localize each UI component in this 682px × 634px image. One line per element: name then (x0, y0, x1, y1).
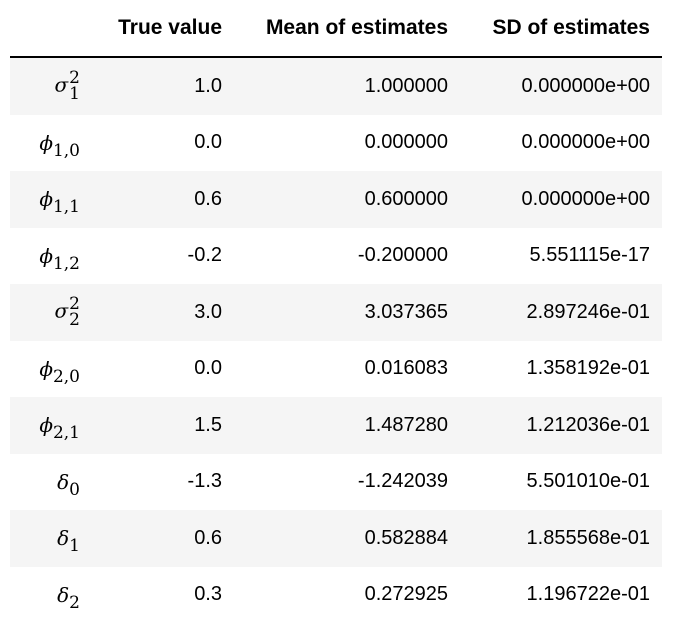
results-table: True value Mean of estimates SD of estim… (10, 0, 662, 623)
cell-mean-of-estimates: 0.016083 (222, 340, 456, 397)
table-body: σ 2 1 1.0 1.000000 0.000000e+00 ϕ1,0 0.0 0.00000… (10, 57, 662, 623)
table-row: δ1 0.6 0.582884 1.855568e-01 (10, 510, 662, 567)
parameter-symbol: δ (57, 582, 70, 607)
parameter-symbol: δ (57, 469, 70, 494)
table-row: ϕ1,0 0.0 0.000000 0.000000e+00 (10, 114, 662, 171)
cell-sd-of-estimates: 5.551115e-17 (456, 227, 662, 284)
parameter-subscript: 2,0 (52, 366, 80, 387)
cell-true-value: 1.0 (82, 57, 222, 115)
parameter-symbol: ϕ (39, 413, 53, 438)
cell-mean-of-estimates: 0.582884 (222, 510, 456, 567)
cell-sd-of-estimates: 5.501010e-01 (456, 453, 662, 510)
row-parameter-label: ϕ2,0 (10, 340, 82, 397)
row-parameter-label: δ2 (10, 566, 82, 623)
table-row: ϕ2,0 0.0 0.016083 1.358192e-01 (10, 340, 662, 397)
row-parameter-label: δ0 (10, 453, 82, 510)
row-parameter-label: ϕ1,2 (10, 227, 82, 284)
parameter-subscript: 2 (69, 592, 80, 613)
cell-true-value: 3.0 (82, 284, 222, 341)
cell-mean-of-estimates: 3.037365 (222, 284, 456, 341)
cell-sd-of-estimates: 0.000000e+00 (456, 114, 662, 171)
parameter-symbol: δ (57, 526, 70, 551)
parameter-subscript: 2,1 (52, 423, 80, 444)
cell-sd-of-estimates: 0.000000e+00 (456, 171, 662, 228)
parameter-subscript: 2 (69, 310, 80, 331)
parameter-superscript: 2 (69, 68, 80, 89)
parameter-symbol: ϕ (39, 356, 53, 381)
parameter-superscript: 2 (69, 294, 80, 315)
cell-mean-of-estimates: 0.600000 (222, 171, 456, 228)
header-sd-of-estimates: SD of estimates (456, 0, 662, 58)
parameter-symbol: σ (54, 72, 69, 97)
table-row: δ0 -1.3 -1.242039 5.501010e-01 (10, 453, 662, 510)
cell-true-value: 0.6 (82, 171, 222, 228)
parameter-subscript: 1 (69, 536, 80, 557)
cell-true-value: 0.0 (82, 340, 222, 397)
cell-mean-of-estimates: -0.200000 (222, 227, 456, 284)
cell-true-value: -1.3 (82, 453, 222, 510)
header-mean-of-estimates: Mean of estimates (222, 0, 456, 58)
row-parameter-label: ϕ1,0 (10, 114, 82, 171)
table-row: ϕ2,1 1.5 1.487280 1.212036e-01 (10, 397, 662, 454)
parameter-symbol: ϕ (39, 130, 53, 155)
parameter-subscript: 0 (69, 479, 80, 500)
cell-mean-of-estimates: 1.487280 (222, 397, 456, 454)
parameter-subscript: 1,2 (52, 253, 80, 274)
table-header: True value Mean of estimates SD of estim… (10, 0, 662, 58)
table-row: σ 2 1 1.0 1.000000 0.000000e+00 (10, 57, 662, 115)
cell-sd-of-estimates: 1.358192e-01 (456, 340, 662, 397)
cell-mean-of-estimates: 0.000000 (222, 114, 456, 171)
table-row: σ 2 2 3.0 3.037365 2.897246e-01 (10, 284, 662, 341)
cell-sd-of-estimates: 1.212036e-01 (456, 397, 662, 454)
cell-true-value: 0.0 (82, 114, 222, 171)
cell-true-value: -0.2 (82, 227, 222, 284)
parameter-subscript: 1,1 (52, 197, 80, 218)
cell-mean-of-estimates: 1.000000 (222, 57, 456, 115)
header-true-value: True value (82, 0, 222, 58)
parameter-symbol: ϕ (39, 187, 53, 212)
cell-sd-of-estimates: 0.000000e+00 (456, 57, 662, 115)
row-parameter-label: ϕ1,1 (10, 171, 82, 228)
cell-true-value: 0.3 (82, 566, 222, 623)
parameter-subscript: 1 (69, 84, 80, 105)
table-row: ϕ1,2 -0.2 -0.200000 5.551115e-17 (10, 227, 662, 284)
row-parameter-label: δ1 (10, 510, 82, 567)
cell-mean-of-estimates: 0.272925 (222, 566, 456, 623)
cell-sd-of-estimates: 1.196722e-01 (456, 566, 662, 623)
cell-true-value: 1.5 (82, 397, 222, 454)
parameter-symbol: σ (54, 298, 69, 323)
cell-true-value: 0.6 (82, 510, 222, 567)
cell-sd-of-estimates: 2.897246e-01 (456, 284, 662, 341)
table-row: ϕ1,1 0.6 0.600000 0.000000e+00 (10, 171, 662, 228)
header-index (10, 0, 82, 58)
cell-sd-of-estimates: 1.855568e-01 (456, 510, 662, 567)
parameter-subscript: 1,0 (52, 140, 80, 161)
parameter-symbol: ϕ (39, 243, 53, 268)
header-row: True value Mean of estimates SD of estim… (10, 0, 662, 58)
row-parameter-label: ϕ2,1 (10, 397, 82, 454)
table-row: δ2 0.3 0.272925 1.196722e-01 (10, 566, 662, 623)
cell-mean-of-estimates: -1.242039 (222, 453, 456, 510)
